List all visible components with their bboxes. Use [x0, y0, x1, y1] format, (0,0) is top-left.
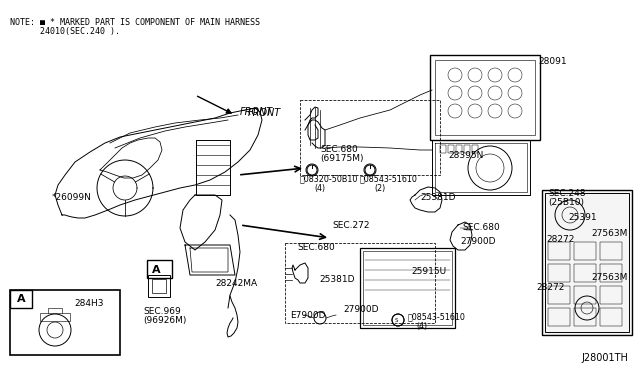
Text: 08320-50B10: 08320-50B10 — [300, 174, 358, 183]
Text: *26099N: *26099N — [52, 193, 92, 202]
Text: A: A — [152, 265, 160, 275]
Bar — [548, 308, 570, 326]
Bar — [600, 308, 622, 326]
Bar — [147, 260, 172, 278]
Text: (4): (4) — [314, 183, 325, 192]
Text: A: A — [17, 294, 26, 304]
Bar — [574, 308, 596, 326]
Text: 28272: 28272 — [546, 235, 574, 244]
Bar — [440, 145, 446, 153]
Text: S: S — [394, 317, 397, 323]
Text: SEC.680: SEC.680 — [320, 145, 358, 154]
Bar — [10, 290, 120, 355]
Bar — [435, 60, 535, 135]
Text: 25381D: 25381D — [420, 192, 456, 202]
Bar — [574, 242, 596, 260]
Bar — [548, 242, 570, 260]
Text: SEC.680: SEC.680 — [462, 224, 500, 232]
Text: SEC.272: SEC.272 — [332, 221, 369, 231]
Bar — [464, 145, 470, 153]
Bar — [10, 290, 32, 308]
Bar — [574, 286, 596, 304]
Text: 28091: 28091 — [538, 58, 566, 67]
Bar — [430, 55, 540, 140]
Bar — [548, 286, 570, 304]
Bar — [363, 251, 452, 325]
Text: E7900D: E7900D — [290, 311, 326, 320]
Bar — [574, 264, 596, 282]
Bar — [152, 279, 166, 293]
Text: 28395N: 28395N — [448, 151, 483, 160]
Bar — [600, 242, 622, 260]
Bar — [600, 286, 622, 304]
Text: (25B10): (25B10) — [548, 198, 584, 206]
Text: NOTE: ■ * MARKED PART IS COMPONENT OF MAIN HARNESS: NOTE: ■ * MARKED PART IS COMPONENT OF MA… — [10, 18, 260, 27]
Text: 284H3: 284H3 — [74, 298, 104, 308]
Text: 27563M: 27563M — [591, 228, 627, 237]
Text: 24010(SEC.240 ).: 24010(SEC.240 ). — [10, 27, 120, 36]
Bar — [456, 145, 462, 153]
Bar — [148, 275, 170, 297]
Bar — [40, 313, 70, 321]
Bar — [285, 243, 435, 323]
Bar — [600, 264, 622, 282]
Text: SEC.969: SEC.969 — [143, 307, 180, 315]
Text: (2): (2) — [374, 183, 385, 192]
Text: (4): (4) — [416, 321, 427, 330]
Text: 25915U: 25915U — [411, 267, 446, 276]
Text: 25391: 25391 — [568, 214, 596, 222]
Bar — [448, 145, 454, 153]
Bar — [360, 248, 455, 328]
Bar — [542, 190, 632, 335]
Text: 08543-51610: 08543-51610 — [360, 174, 418, 183]
Text: FRONT: FRONT — [248, 108, 281, 118]
Text: 27563M: 27563M — [591, 273, 627, 282]
Bar — [472, 145, 478, 153]
Text: 28242MA: 28242MA — [215, 279, 257, 288]
Text: FRONT: FRONT — [240, 107, 273, 117]
Text: 25381D: 25381D — [319, 276, 355, 285]
Text: (96926M): (96926M) — [143, 315, 186, 324]
Text: SEC.248: SEC.248 — [548, 189, 586, 198]
Text: 08543-51610: 08543-51610 — [408, 312, 466, 321]
Text: 27900D: 27900D — [460, 237, 495, 247]
Text: (69175M): (69175M) — [320, 154, 364, 164]
Bar — [300, 100, 440, 175]
Bar — [545, 193, 629, 332]
Text: SEC.680: SEC.680 — [297, 244, 335, 253]
Text: 27900D: 27900D — [343, 305, 378, 314]
Text: 28272: 28272 — [536, 283, 564, 292]
Text: J28001TH: J28001TH — [581, 353, 628, 363]
Bar — [548, 264, 570, 282]
